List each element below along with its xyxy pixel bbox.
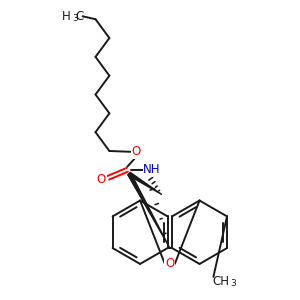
Text: 3: 3	[230, 279, 236, 288]
Text: NH: NH	[143, 163, 161, 176]
Polygon shape	[128, 172, 162, 195]
Polygon shape	[128, 173, 170, 248]
Text: C: C	[76, 10, 84, 23]
Text: O: O	[165, 257, 174, 270]
Text: CH: CH	[213, 275, 230, 288]
Text: O: O	[97, 173, 106, 186]
Text: H: H	[62, 10, 71, 23]
Text: 3: 3	[72, 14, 78, 23]
Text: O: O	[131, 146, 141, 158]
